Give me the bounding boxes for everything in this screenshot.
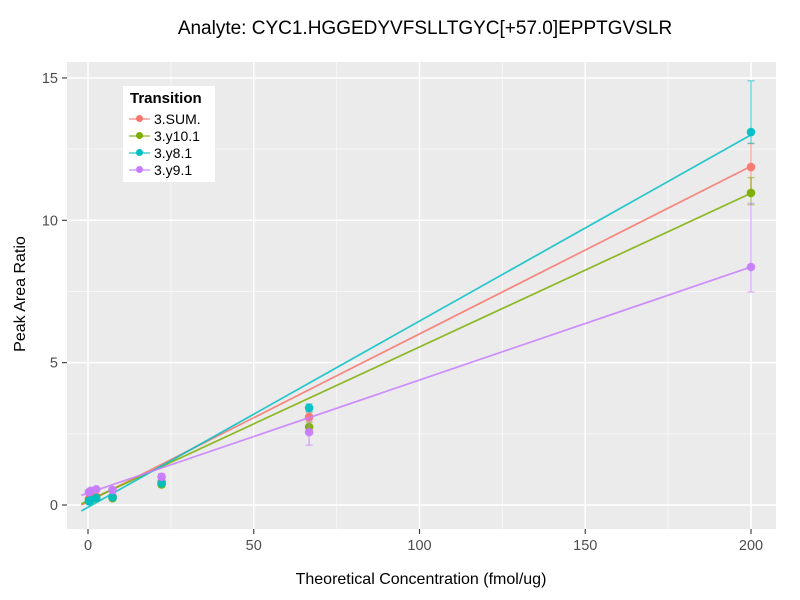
x-axis-title: Theoretical Concentration (fmol/ug) (296, 571, 547, 588)
data-point (746, 188, 756, 198)
chart-title: Analyte: CYC1.HGGEDYVFSLLTGYC[+57.0]EPPT… (178, 18, 672, 39)
data-point (304, 403, 314, 413)
legend-item-label: 3.y10.1 (154, 127, 200, 144)
x-tick-label: 50 (246, 538, 262, 554)
y-tick-label: 5 (50, 356, 58, 372)
data-point (108, 485, 117, 495)
legend-key-symbol-icon (129, 129, 150, 143)
data-point (91, 493, 101, 503)
fit-line (81, 266, 752, 497)
data-point (746, 262, 756, 272)
legend-item-label: 3.y9.1 (154, 161, 193, 178)
legend-item-label: 3.y8.1 (154, 144, 193, 161)
x-tick-label: 200 (739, 538, 763, 554)
x-tick-label: 150 (573, 538, 597, 554)
y-tick-label: 10 (42, 213, 58, 229)
legend-key-symbol-icon (129, 112, 150, 126)
fit-line (81, 192, 752, 505)
legend-title: Transition (130, 90, 202, 107)
legend-item: 3.SUM. (129, 110, 210, 127)
fit-line (80, 134, 752, 512)
y-tick-label: 0 (50, 498, 58, 514)
data-point (304, 427, 314, 437)
data-point (157, 472, 166, 482)
data-point (91, 485, 101, 494)
legend-key-symbol-icon (129, 163, 150, 177)
x-tick-label: 0 (84, 538, 92, 554)
legend-item: 3.y8.1 (129, 144, 210, 161)
data-point (157, 479, 166, 488)
data-point (746, 127, 756, 137)
legend-item: 3.y10.1 (129, 127, 210, 144)
x-tick-label: 100 (407, 538, 431, 554)
data-point (108, 493, 117, 502)
legend-key-symbol-icon (129, 146, 150, 160)
legend-item-label: 3.SUM. (154, 110, 201, 127)
legend-items: 3.SUM. 3.y10.1 3.y8.1 3.y9.1 (129, 110, 210, 178)
legend: Transition 3.SUM. 3.y10.1 3.y8.1 3.y9.1 (123, 86, 215, 182)
data-point (746, 162, 756, 172)
y-tick-label: 15 (42, 71, 58, 87)
y-axis-title: Peak Area Ratio (12, 236, 29, 352)
legend-item: 3.y9.1 (129, 161, 210, 178)
